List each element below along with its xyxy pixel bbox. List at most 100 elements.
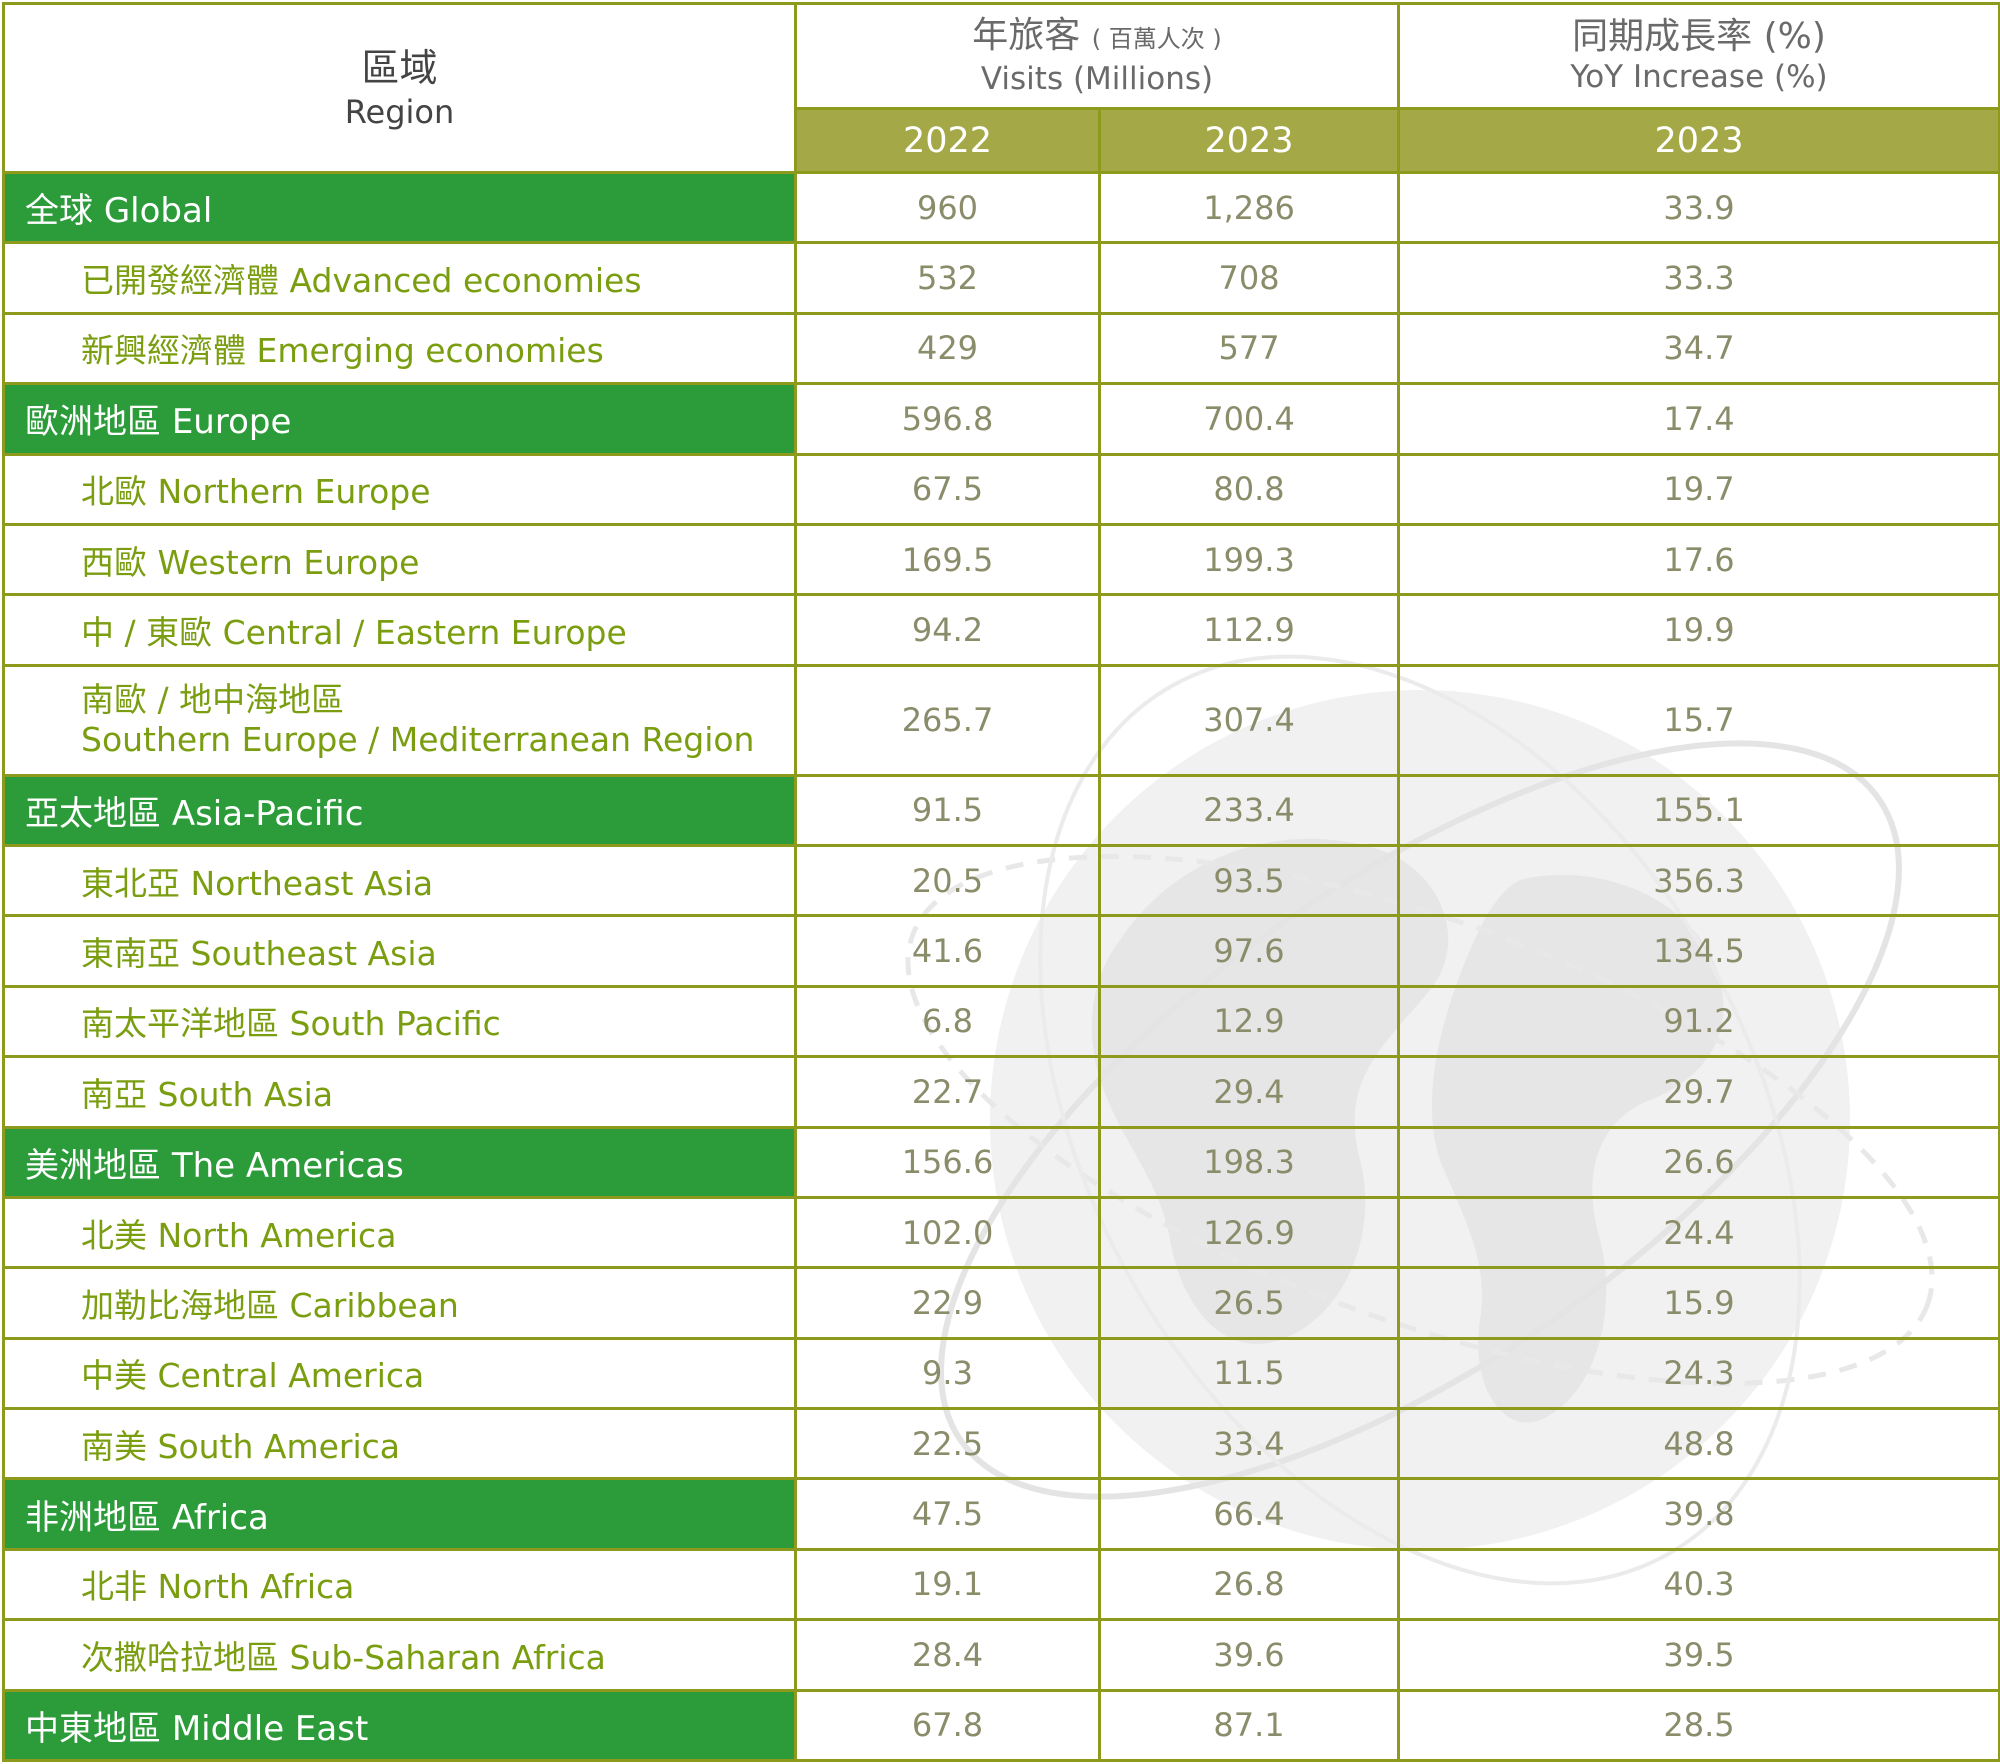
subregion-row: 新興經濟體 Emerging economies 429 577 34.7 [2,311,2000,386]
value-2023: 33.4 [1097,1407,1401,1481]
value-2022: 28.4 [794,1618,1101,1692]
header-yoy: 同期成長率 (%) YoY Increase (%) [1397,2,2000,110]
region-label: 美洲地區 The Americas [2,1125,797,1199]
region-label-en: North America [157,1215,397,1255]
value-2022: 9.3 [794,1336,1101,1411]
value-yoy: 356.3 [1397,844,2000,918]
region-label-en: Central America [157,1356,425,1396]
value-yoy: 40.3 [1397,1547,2000,1622]
value-2022: 960 [794,170,1101,245]
region-label: 南歐 / 地中海地區 Southern Europe / Mediterranea… [2,663,797,777]
value-yoy: 48.8 [1397,1407,2000,1481]
region-label: 中 / 東歐 Central / Eastern Europe [2,593,797,667]
value-2022: 6.8 [794,984,1101,1059]
value-2023: 11.5 [1097,1336,1401,1411]
region-label-zh: 南歐 / 地中海地區 [81,680,345,720]
subregion-row: 西歐 Western Europe 169.5 199.3 17.6 [2,522,2000,597]
region-label-zh: 新興經濟體 [81,331,246,371]
region-label: 新興經濟體 Emerging economies [2,311,797,386]
value-yoy: 33.3 [1397,241,2000,315]
value-2022: 67.8 [794,1688,1101,1763]
value-yoy: 39.8 [1397,1477,2000,1551]
region-label: 南太平洋地區 South Pacific [2,984,797,1059]
value-2022: 102.0 [794,1195,1101,1270]
region-label-en: Africa [171,1497,269,1538]
region-label-zh: 西歐 [81,542,147,582]
region-label-zh: 加勒比海地區 [81,1285,279,1325]
region-label-zh: 亞太地區 [25,793,161,834]
value-2023: 66.4 [1097,1477,1401,1551]
value-2023: 199.3 [1097,522,1401,597]
region-label-en: Europe [171,402,292,443]
region-row: 亞太地區 Asia-Pacific 91.5 233.4 155.1 [2,773,2000,848]
subregion-row: 南歐 / 地中海地區 Southern Europe / Mediterranea… [2,663,2000,777]
header-year-2023: 2023 [1097,107,1401,174]
region-label-en: North Africa [157,1567,355,1607]
value-2023: 26.8 [1097,1547,1401,1622]
region-label-en: Southern Europe / Mediterranean Region [81,720,755,760]
value-yoy: 15.9 [1397,1266,2000,1340]
subregion-row: 北美 North America 102.0 126.9 24.4 [2,1195,2000,1270]
region-label-zh: 全球 [25,191,93,232]
region-label: 加勒比海地區 Caribbean [2,1266,797,1340]
region-label-zh: 南美 [81,1426,147,1466]
header-year-yoy: 2023 [1397,107,2000,174]
value-2023: 93.5 [1097,844,1401,918]
value-yoy: 17.4 [1397,382,2000,456]
value-yoy: 155.1 [1397,773,2000,848]
value-2023: 80.8 [1097,452,1401,526]
value-2022: 41.6 [794,914,1101,988]
subregion-row: 次撒哈拉地區 Sub-Saharan Africa 28.4 39.6 39.5 [2,1618,2000,1692]
value-2023: 29.4 [1097,1055,1401,1129]
region-label: 東北亞 Northeast Asia [2,844,797,918]
subregion-row: 南亞 South Asia 22.7 29.4 29.7 [2,1055,2000,1129]
header-region-zh: 區域 [361,46,438,90]
region-label-zh: 美洲地區 [25,1145,161,1186]
value-yoy: 29.7 [1397,1055,2000,1129]
header-yoy-zh: 同期成長率 (%) [1572,16,1826,57]
region-row: 非洲地區 Africa 47.5 66.4 39.8 [2,1477,2000,1551]
region-label-en: Sub-Saharan Africa [289,1637,606,1677]
value-2023: 700.4 [1097,382,1401,456]
region-label: 亞太地區 Asia-Pacific [2,773,797,848]
value-2022: 265.7 [794,663,1101,777]
region-label-en: Advanced economies [289,261,642,301]
header-region-en: Region [344,93,455,131]
region-label-en: Western Europe [157,542,420,582]
region-label: 非洲地區 Africa [2,1477,797,1551]
region-row: 歐洲地區 Europe 596.8 700.4 17.4 [2,382,2000,456]
region-label: 西歐 Western Europe [2,522,797,597]
value-2022: 94.2 [794,593,1101,667]
value-2023: 126.9 [1097,1195,1401,1270]
subregion-row: 南美 South America 22.5 33.4 48.8 [2,1407,2000,1481]
region-label-en: South Asia [157,1074,334,1114]
value-yoy: 28.5 [1397,1688,2000,1763]
value-yoy: 26.6 [1397,1125,2000,1199]
header-visits: 年旅客 ( 百萬人次 ) Visits (Millions) [793,2,1401,110]
value-2022: 20.5 [794,844,1101,918]
value-2022: 22.5 [794,1407,1101,1481]
value-yoy: 19.7 [1397,452,2000,526]
header-yoy-en: YoY Increase (%) [1570,59,1828,95]
region-label: 南美 South America [2,1407,797,1481]
value-2022: 22.7 [794,1055,1101,1129]
subregion-row: 加勒比海地區 Caribbean 22.9 26.5 15.9 [2,1266,2000,1340]
subregion-row: 北非 North Africa 19.1 26.8 40.3 [2,1547,2000,1622]
region-row: 全球 Global 960 1,286 33.9 [2,170,2000,245]
value-2023: 198.3 [1097,1125,1401,1199]
region-label-en: Central / Eastern Europe [222,612,627,652]
value-yoy: 39.5 [1397,1618,2000,1692]
value-2023: 112.9 [1097,593,1401,667]
region-label-zh: 歐洲地區 [25,402,161,443]
value-2023: 12.9 [1097,984,1401,1059]
region-label-zh: 東南亞 [81,934,180,974]
region-label-en: Asia-Pacific [171,793,364,834]
region-label-zh: 南太平洋地區 [81,1004,279,1044]
region-label-zh: 中美 [81,1356,147,1396]
value-2022: 429 [794,311,1101,386]
region-label-zh: 次撒哈拉地區 [81,1637,279,1677]
region-label-en: Global [103,191,213,232]
region-label-en: Northeast Asia [190,863,434,903]
header-visits-en: Visits (Millions) [980,60,1214,97]
